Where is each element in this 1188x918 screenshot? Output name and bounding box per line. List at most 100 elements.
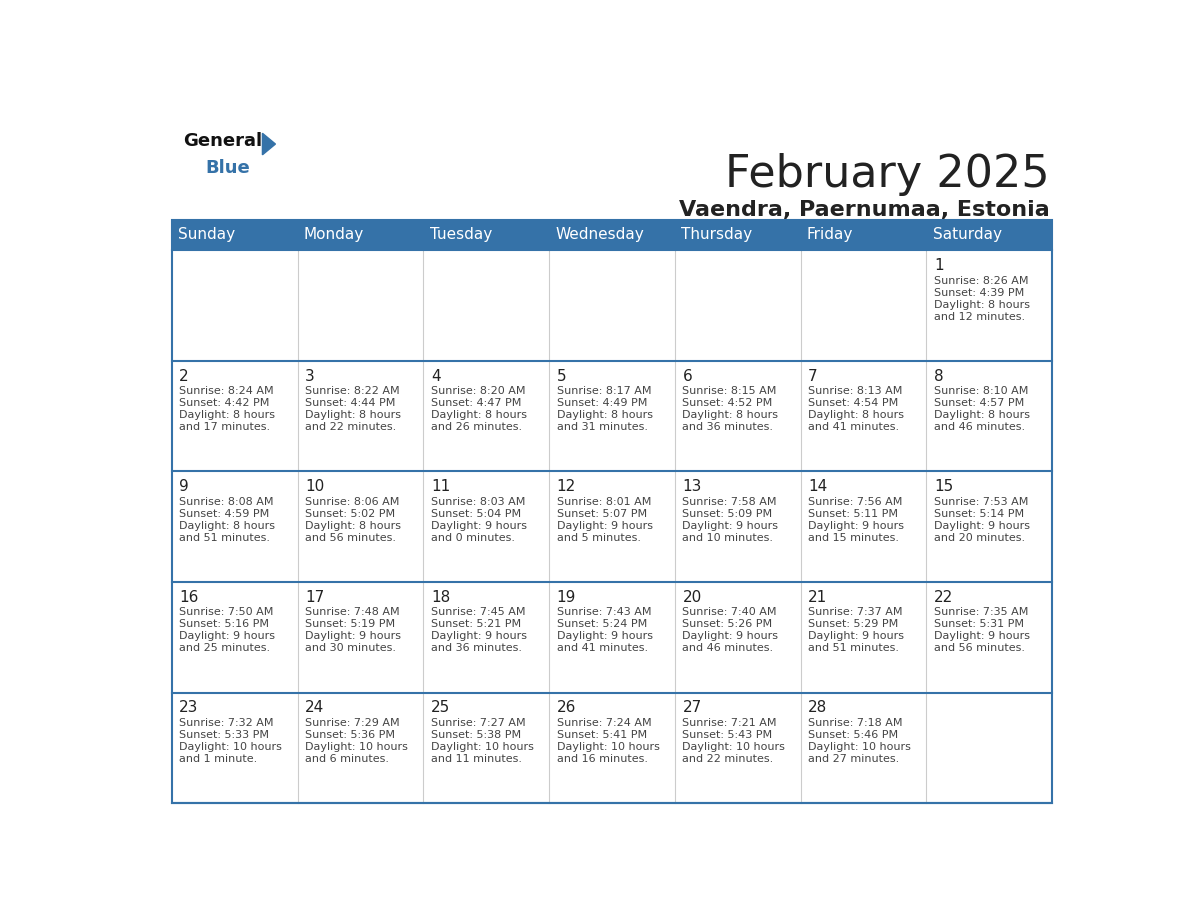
Text: 18: 18 bbox=[431, 589, 450, 605]
Text: Daylight: 8 hours: Daylight: 8 hours bbox=[179, 410, 276, 420]
Text: and 10 minutes.: and 10 minutes. bbox=[682, 532, 773, 543]
Text: Sunrise: 7:53 AM: Sunrise: 7:53 AM bbox=[934, 497, 1029, 507]
Text: and 31 minutes.: and 31 minutes. bbox=[557, 422, 647, 432]
Polygon shape bbox=[263, 133, 276, 155]
Text: Daylight: 9 hours: Daylight: 9 hours bbox=[305, 632, 402, 642]
Bar bbox=[172, 692, 1053, 803]
Text: 2: 2 bbox=[179, 368, 189, 384]
Text: Sunrise: 8:13 AM: Sunrise: 8:13 AM bbox=[808, 386, 903, 397]
Text: 10: 10 bbox=[305, 479, 324, 494]
Text: Daylight: 9 hours: Daylight: 9 hours bbox=[431, 632, 526, 642]
Text: Daylight: 8 hours: Daylight: 8 hours bbox=[557, 410, 652, 420]
Text: Daylight: 8 hours: Daylight: 8 hours bbox=[682, 410, 778, 420]
Text: 23: 23 bbox=[179, 700, 198, 715]
Text: Monday: Monday bbox=[304, 228, 364, 242]
Text: Sunset: 5:16 PM: Sunset: 5:16 PM bbox=[179, 620, 270, 630]
Text: Sunset: 4:49 PM: Sunset: 4:49 PM bbox=[557, 398, 647, 409]
Text: and 20 minutes.: and 20 minutes. bbox=[934, 532, 1025, 543]
Text: Sunrise: 7:56 AM: Sunrise: 7:56 AM bbox=[808, 497, 903, 507]
Text: 8: 8 bbox=[934, 368, 943, 384]
Text: Sunset: 5:43 PM: Sunset: 5:43 PM bbox=[682, 730, 772, 740]
Text: Daylight: 10 hours: Daylight: 10 hours bbox=[431, 742, 533, 752]
Text: Sunrise: 7:27 AM: Sunrise: 7:27 AM bbox=[431, 718, 525, 728]
Text: 27: 27 bbox=[682, 700, 702, 715]
Text: Daylight: 9 hours: Daylight: 9 hours bbox=[682, 632, 778, 642]
Text: Daylight: 9 hours: Daylight: 9 hours bbox=[808, 632, 904, 642]
Text: Sunrise: 7:48 AM: Sunrise: 7:48 AM bbox=[305, 608, 399, 618]
Text: Daylight: 10 hours: Daylight: 10 hours bbox=[682, 742, 785, 752]
Text: Sunrise: 7:58 AM: Sunrise: 7:58 AM bbox=[682, 497, 777, 507]
Text: Daylight: 9 hours: Daylight: 9 hours bbox=[682, 521, 778, 531]
Text: Sunset: 5:29 PM: Sunset: 5:29 PM bbox=[808, 620, 898, 630]
Text: Sunset: 5:02 PM: Sunset: 5:02 PM bbox=[305, 509, 396, 519]
Text: 25: 25 bbox=[431, 700, 450, 715]
Text: and 41 minutes.: and 41 minutes. bbox=[557, 644, 647, 654]
Text: 19: 19 bbox=[557, 589, 576, 605]
Text: 3: 3 bbox=[305, 368, 315, 384]
Text: Sunset: 5:38 PM: Sunset: 5:38 PM bbox=[431, 730, 522, 740]
Text: Sunrise: 8:24 AM: Sunrise: 8:24 AM bbox=[179, 386, 274, 397]
Text: Sunset: 5:33 PM: Sunset: 5:33 PM bbox=[179, 730, 270, 740]
Text: Daylight: 9 hours: Daylight: 9 hours bbox=[808, 521, 904, 531]
Text: Sunrise: 7:50 AM: Sunrise: 7:50 AM bbox=[179, 608, 273, 618]
Text: and 15 minutes.: and 15 minutes. bbox=[808, 532, 899, 543]
Text: 16: 16 bbox=[179, 589, 198, 605]
Text: Daylight: 8 hours: Daylight: 8 hours bbox=[808, 410, 904, 420]
Text: Daylight: 8 hours: Daylight: 8 hours bbox=[305, 521, 402, 531]
Text: 1: 1 bbox=[934, 258, 943, 273]
Text: and 11 minutes.: and 11 minutes. bbox=[431, 754, 522, 764]
Text: 24: 24 bbox=[305, 700, 324, 715]
Text: Daylight: 9 hours: Daylight: 9 hours bbox=[557, 632, 652, 642]
Text: and 36 minutes.: and 36 minutes. bbox=[431, 644, 522, 654]
Text: February 2025: February 2025 bbox=[725, 152, 1050, 196]
Text: Daylight: 9 hours: Daylight: 9 hours bbox=[557, 521, 652, 531]
Text: and 46 minutes.: and 46 minutes. bbox=[682, 644, 773, 654]
Text: 7: 7 bbox=[808, 368, 817, 384]
Text: Sunset: 5:07 PM: Sunset: 5:07 PM bbox=[557, 509, 646, 519]
Text: 12: 12 bbox=[557, 479, 576, 494]
Text: Sunset: 5:11 PM: Sunset: 5:11 PM bbox=[808, 509, 898, 519]
Text: Sunset: 4:54 PM: Sunset: 4:54 PM bbox=[808, 398, 898, 409]
Text: and 22 minutes.: and 22 minutes. bbox=[305, 422, 397, 432]
Text: Sunrise: 8:17 AM: Sunrise: 8:17 AM bbox=[557, 386, 651, 397]
Text: Sunrise: 7:32 AM: Sunrise: 7:32 AM bbox=[179, 718, 273, 728]
Text: Sunset: 4:57 PM: Sunset: 4:57 PM bbox=[934, 398, 1024, 409]
Text: and 30 minutes.: and 30 minutes. bbox=[305, 644, 396, 654]
Text: Sunset: 5:31 PM: Sunset: 5:31 PM bbox=[934, 620, 1024, 630]
Text: and 27 minutes.: and 27 minutes. bbox=[808, 754, 899, 764]
Text: 17: 17 bbox=[305, 589, 324, 605]
Text: Daylight: 10 hours: Daylight: 10 hours bbox=[305, 742, 407, 752]
Bar bbox=[172, 219, 1053, 251]
Text: Friday: Friday bbox=[807, 228, 853, 242]
Text: General: General bbox=[183, 131, 263, 150]
Text: Sunrise: 8:03 AM: Sunrise: 8:03 AM bbox=[431, 497, 525, 507]
Text: 21: 21 bbox=[808, 589, 827, 605]
Text: Sunset: 4:42 PM: Sunset: 4:42 PM bbox=[179, 398, 270, 409]
Text: Sunrise: 7:37 AM: Sunrise: 7:37 AM bbox=[808, 608, 903, 618]
Text: Sunset: 5:41 PM: Sunset: 5:41 PM bbox=[557, 730, 646, 740]
Text: Sunrise: 7:40 AM: Sunrise: 7:40 AM bbox=[682, 608, 777, 618]
Text: 20: 20 bbox=[682, 589, 702, 605]
Text: 5: 5 bbox=[557, 368, 567, 384]
Text: Sunrise: 7:29 AM: Sunrise: 7:29 AM bbox=[305, 718, 399, 728]
Text: Daylight: 10 hours: Daylight: 10 hours bbox=[179, 742, 283, 752]
Text: Thursday: Thursday bbox=[681, 228, 752, 242]
Text: Sunset: 5:19 PM: Sunset: 5:19 PM bbox=[305, 620, 396, 630]
Text: and 41 minutes.: and 41 minutes. bbox=[808, 422, 899, 432]
Text: Sunset: 4:44 PM: Sunset: 4:44 PM bbox=[305, 398, 396, 409]
Text: Sunrise: 7:45 AM: Sunrise: 7:45 AM bbox=[431, 608, 525, 618]
Text: Sunset: 5:21 PM: Sunset: 5:21 PM bbox=[431, 620, 522, 630]
Text: and 51 minutes.: and 51 minutes. bbox=[179, 532, 271, 543]
Text: Sunset: 4:47 PM: Sunset: 4:47 PM bbox=[431, 398, 522, 409]
Bar bbox=[172, 582, 1053, 692]
Text: 6: 6 bbox=[682, 368, 693, 384]
Text: Sunrise: 7:18 AM: Sunrise: 7:18 AM bbox=[808, 718, 903, 728]
Text: Tuesday: Tuesday bbox=[430, 228, 492, 242]
Text: and 0 minutes.: and 0 minutes. bbox=[431, 532, 514, 543]
Text: 22: 22 bbox=[934, 589, 953, 605]
Text: Sunrise: 7:21 AM: Sunrise: 7:21 AM bbox=[682, 718, 777, 728]
Bar bbox=[172, 472, 1053, 582]
Text: Blue: Blue bbox=[206, 160, 249, 177]
Text: Sunrise: 8:20 AM: Sunrise: 8:20 AM bbox=[431, 386, 525, 397]
Text: Daylight: 10 hours: Daylight: 10 hours bbox=[808, 742, 911, 752]
